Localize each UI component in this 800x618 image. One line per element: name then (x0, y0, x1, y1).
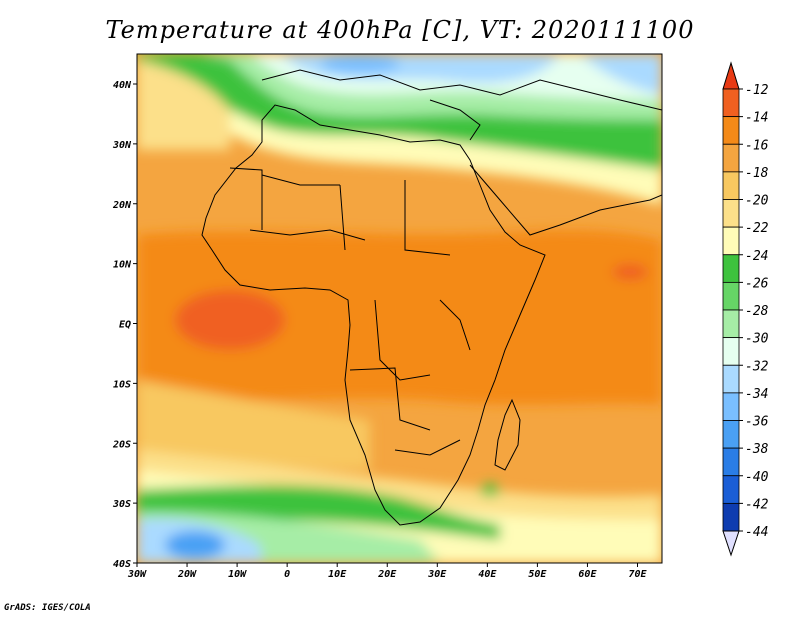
colorbar-label: -14 (745, 111, 768, 126)
colorbar-swatch (722, 143, 740, 173)
colorbar-label: -36 (745, 415, 769, 430)
colorbar-label: -40 (745, 470, 769, 485)
colorbar-label: -28 (745, 304, 769, 319)
northeast-blue (580, 54, 662, 95)
lat-tick-label: 30N (112, 140, 132, 151)
madagascar-green-spot (480, 484, 500, 496)
border-2 (404, 180, 451, 256)
lon-tick-label: 30E (427, 569, 447, 580)
colorbar-swatch (722, 475, 740, 504)
lat-tick-label: 20S (112, 439, 131, 450)
border-8 (439, 299, 471, 351)
madagascar-coastline (494, 398, 521, 471)
levant-coast (429, 99, 481, 141)
hot-spot-atlantic (175, 290, 285, 350)
mediterranean-coast (261, 69, 662, 111)
colorbar-swatch (722, 254, 740, 283)
hot-spot-indian-ocean (612, 264, 648, 280)
colorbar-swatch (722, 364, 740, 394)
lat-tick-label: 10S (113, 379, 131, 390)
lat-tick-label: 30S (112, 499, 131, 510)
lon-tick-label: 30W (127, 569, 147, 580)
lon-tick-label: 10E (328, 569, 347, 580)
colorbar-swatch (722, 226, 740, 256)
lat-tick-label: 40S (113, 559, 131, 570)
colorbar-swatch (722, 420, 740, 449)
colorbar-swatch (722, 392, 740, 421)
border-1 (339, 184, 346, 251)
colorbar-label: -18 (745, 166, 769, 181)
colorbar: -12 -14 -16 -18 -20 -22 -24 -26 -28 -30 -32 -34 -36 -… (722, 61, 769, 557)
colorbar-bottom-arrow (722, 530, 740, 557)
colorbar-label: -26 (745, 276, 769, 291)
southern-cold-core (165, 531, 225, 559)
lat-tick-label: EQ (119, 320, 131, 331)
latitude-axis: 40N 30N 20N 10N EQ 10S 20S 30S 40S (112, 80, 137, 570)
colorbar-swatch (722, 309, 740, 339)
border-9 (229, 167, 263, 230)
south-atlantic-yellow (137, 380, 370, 470)
longitude-axis: 30W 20W 10W 0 10E 20E 30E 40E 50E 60E 70E (127, 563, 648, 580)
colorbar-label: -44 (745, 525, 768, 540)
colorbar-top-arrow (722, 61, 740, 90)
lon-tick-label: 10W (228, 569, 247, 580)
tropical-band (137, 230, 662, 405)
lon-tick-label: 70E (628, 569, 647, 580)
coastlines (201, 69, 662, 526)
colorbar-label: -12 (745, 83, 769, 98)
footer-credit: GrADS: IGES/COLA (4, 603, 91, 613)
lon-tick-label: 20W (177, 569, 197, 580)
colorbar-swatch (722, 116, 740, 145)
lon-tick-label: 0 (284, 569, 290, 580)
northern-cold-core (320, 54, 400, 74)
border-6 (394, 439, 461, 456)
border-4 (374, 299, 431, 381)
colorbar-swatch (722, 88, 740, 118)
map-title: Temperature at 400hPa [C], VT: 202011110… (105, 16, 695, 44)
colorbar-label: -42 (745, 497, 769, 512)
northwest-pale (137, 60, 230, 150)
colorbar-label: -32 (745, 359, 769, 374)
colorbar-swatch (722, 281, 740, 311)
colorbar-swatch (722, 199, 740, 228)
temperature-field (137, 54, 662, 563)
lat-tick-label: 40N (113, 80, 132, 91)
lon-tick-label: 60E (578, 569, 597, 580)
colorbar-swatch (722, 502, 740, 532)
lat-tick-label: 20N (112, 200, 132, 211)
border-5 (349, 367, 431, 431)
colorbar-swatch (722, 171, 740, 200)
colorbar-label: -24 (745, 249, 768, 264)
colorbar-label: -22 (745, 221, 769, 236)
arabia-coastline (469, 164, 662, 236)
colorbar-label: -34 (745, 387, 768, 402)
southern-green-band (137, 485, 500, 540)
lon-tick-label: 20E (377, 569, 397, 580)
colorbar-label: -30 (745, 332, 769, 347)
colorbar-swatch (722, 337, 740, 366)
border-3 (261, 174, 340, 186)
africa-coastline (201, 104, 546, 526)
lon-tick-label: 50E (528, 569, 547, 580)
border-7 (249, 229, 366, 241)
lon-tick-label: 40E (478, 569, 497, 580)
colorbar-label: -16 (745, 138, 769, 153)
colorbar-swatch (722, 447, 740, 477)
colorbar-label: -38 (745, 442, 769, 457)
map-frame (136, 53, 663, 564)
lat-tick-label: 10N (113, 260, 132, 271)
colorbar-label: -20 (745, 194, 769, 209)
